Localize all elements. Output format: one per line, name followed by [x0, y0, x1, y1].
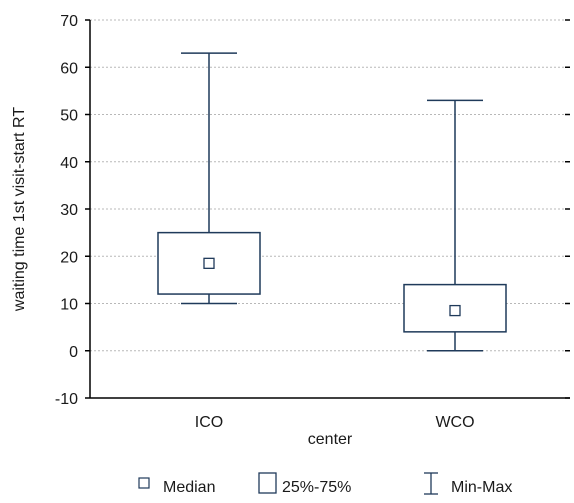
y-tick-label: -10 [55, 391, 78, 408]
y-tick-label: 10 [60, 297, 78, 314]
y-tick-label: 20 [60, 249, 78, 266]
legend-label-whisker: Min-Max [451, 479, 512, 496]
legend-item-whisker: Min-Max [424, 472, 512, 496]
y-ticks: -10 0 10 20 30 40 50 60 70 [55, 13, 570, 408]
legend: Median 25%-75% Min-Max [138, 472, 512, 496]
median-marker [203, 257, 215, 269]
y-tick-label: 0 [69, 344, 78, 361]
box-series [157, 52, 507, 352]
x-tick-label: WCO [435, 414, 474, 431]
y-tick-label: 50 [60, 108, 78, 125]
x-tick-labels: ICO WCO [195, 414, 475, 431]
legend-box-symbol [258, 472, 277, 494]
median-marker [449, 304, 461, 317]
legend-label-box: 25%-75% [282, 479, 351, 496]
legend-median-symbol [138, 477, 150, 489]
y-tick-label: 60 [60, 60, 78, 77]
y-tick-label: 40 [60, 155, 78, 172]
box-group-ico [157, 52, 261, 305]
x-axis-title: center [308, 431, 353, 448]
box-group-wco [403, 99, 507, 352]
y-tick-label: 30 [60, 202, 78, 219]
legend-item-median: Median [138, 477, 215, 496]
y-tick-label: 70 [60, 13, 78, 30]
legend-label-median: Median [163, 479, 215, 496]
y-axis-title: waiting time 1st visit-start RT [11, 107, 28, 312]
x-tick-label: ICO [195, 414, 223, 431]
legend-item-box: 25%-75% [258, 472, 351, 496]
